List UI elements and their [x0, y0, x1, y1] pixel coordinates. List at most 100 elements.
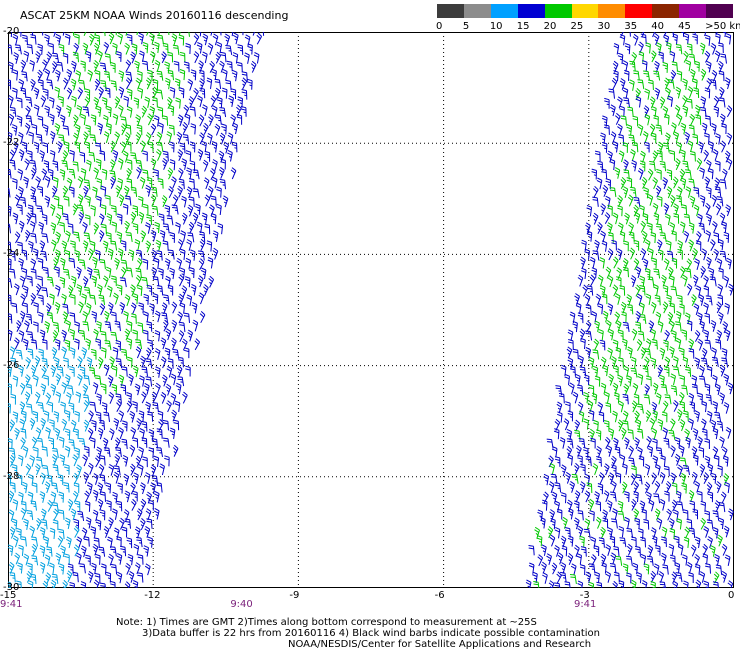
- wind-barb: [167, 167, 174, 180]
- wind-barb: [67, 563, 74, 575]
- wind-barb: [91, 562, 97, 575]
- legend-label: 20: [543, 21, 557, 32]
- wind-barb: [573, 517, 580, 530]
- wind-barb: [96, 195, 102, 207]
- wind-barb: [644, 239, 651, 251]
- wind-barb: [718, 238, 724, 251]
- wind-barb: [210, 213, 217, 225]
- wind-barb: [53, 32, 57, 37]
- y-tick-label: -28: [3, 470, 20, 482]
- wind-barb: [136, 124, 143, 136]
- wind-barb: [24, 158, 30, 171]
- wind-barb: [53, 356, 60, 369]
- wind-barb: [11, 124, 18, 136]
- wind-barb: [92, 382, 99, 394]
- wind-barb: [151, 475, 159, 486]
- wind-barb: [42, 464, 49, 476]
- wind-barb: [633, 197, 641, 207]
- wind-barb: [192, 169, 200, 180]
- wind-barb: [95, 158, 102, 170]
- wind-barb: [95, 553, 101, 565]
- wind-barb: [624, 491, 630, 503]
- wind-barb: [150, 194, 157, 207]
- wind-barb: [104, 87, 111, 98]
- wind-barb: [103, 275, 109, 288]
- wind-barb: [146, 214, 152, 225]
- wind-barb: [632, 33, 639, 46]
- wind-barb: [701, 122, 708, 135]
- wind-barb: [57, 204, 64, 216]
- wind-barb: [704, 383, 711, 395]
- wind-barb: [198, 258, 205, 271]
- wind-barb: [677, 543, 684, 556]
- wind-barb: [210, 168, 216, 180]
- wind-barb: [181, 195, 187, 208]
- wind-barb: [88, 248, 94, 261]
- wind-barb: [147, 411, 154, 422]
- wind-barb: [52, 321, 60, 333]
- wind-barb: [111, 383, 118, 395]
- wind-barb: [61, 381, 68, 394]
- wind-barb: [116, 284, 123, 296]
- wind-barb: [651, 339, 658, 350]
- wind-barb: [98, 230, 105, 242]
- wind-barb: [143, 293, 149, 305]
- wind-barb: [602, 115, 608, 127]
- wind-barb: [89, 401, 97, 412]
- wind-barb: [695, 240, 702, 252]
- wind-barb: [726, 105, 733, 118]
- wind-barb: [74, 410, 80, 422]
- wind-barb: [130, 313, 137, 324]
- wind-barb: [82, 310, 89, 323]
- wind-barb: [633, 239, 640, 251]
- wind-barb: [705, 159, 712, 172]
- wind-barb: [689, 195, 696, 208]
- wind-barb: [601, 293, 608, 305]
- wind-barb: [241, 89, 248, 100]
- wind-barb: [629, 60, 636, 71]
- wind-barb: [52, 160, 59, 172]
- wind-barb: [19, 196, 27, 208]
- wind-barb: [617, 205, 623, 217]
- wind-barb: [63, 357, 69, 369]
- wind-barb: [180, 230, 186, 242]
- wind-barb: [685, 267, 692, 279]
- wind-barb: [39, 545, 46, 557]
- wind-barb: [669, 222, 676, 234]
- wind-barb: [85, 338, 91, 350]
- wind-barb: [93, 222, 100, 235]
- wind-barb: [247, 43, 253, 55]
- wind-barb: [706, 186, 712, 198]
- wind-barb: [694, 60, 700, 72]
- wind-barb: [657, 320, 664, 333]
- wind-barb: [682, 465, 690, 475]
- wind-barb: [162, 223, 170, 234]
- wind-barb: [672, 366, 680, 377]
- wind-barb: [166, 96, 173, 109]
- wind-barb: [212, 247, 219, 260]
- wind-barb: [8, 79, 12, 90]
- wind-barb: [644, 141, 650, 153]
- wind-barb: [116, 213, 123, 225]
- wind-barb: [11, 464, 18, 475]
- wind-barb: [24, 229, 31, 242]
- wind-barb: [162, 374, 168, 387]
- wind-barb: [176, 257, 183, 270]
- wind-barb: [662, 301, 669, 314]
- wind-barb: [631, 159, 637, 172]
- wind-barb: [150, 123, 157, 136]
- wind-barb: [712, 527, 719, 539]
- wind-barb: [149, 303, 155, 315]
- wind-barb: [138, 211, 145, 224]
- wind-barb: [35, 283, 42, 296]
- wind-barb: [22, 445, 29, 458]
- wind-barb: [718, 267, 724, 279]
- wind-barb: [641, 230, 648, 243]
- wind-barb: [598, 537, 605, 548]
- wind-barb: [90, 526, 97, 538]
- wind-barb: [84, 96, 91, 109]
- wind-barb: [18, 365, 24, 377]
- wind-barb: [57, 366, 64, 377]
- wind-barb: [63, 141, 70, 153]
- wind-barb: [51, 453, 58, 466]
